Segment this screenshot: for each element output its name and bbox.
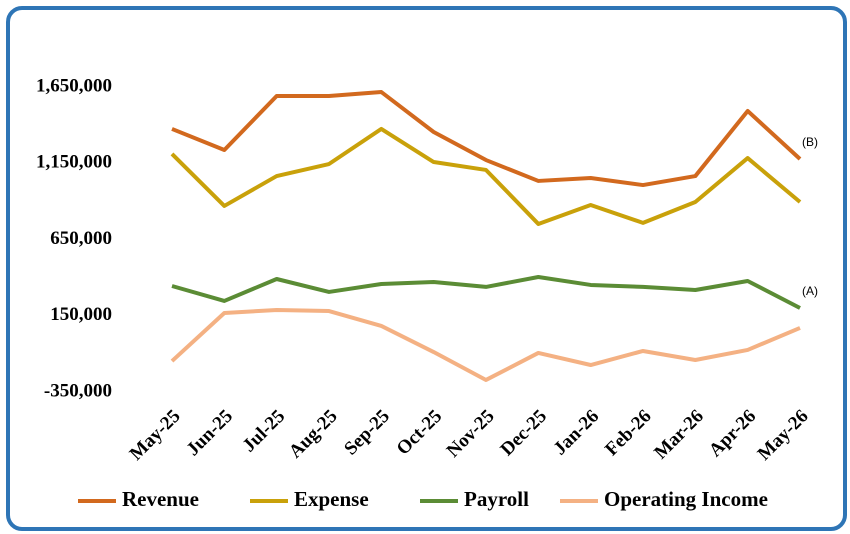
frame: [6, 6, 847, 531]
series-line: [170, 307, 801, 382]
series-line: [170, 126, 802, 226]
annotation: (B): [802, 135, 818, 149]
y-tick-label: -350,000: [44, 380, 112, 401]
y-tick-label: 1,150,000: [36, 152, 112, 173]
y-tick-label: 1,650,000: [36, 75, 112, 96]
y-tick-label: 650,000: [50, 228, 112, 249]
series-line: [171, 275, 801, 310]
annotation: (A): [802, 284, 818, 298]
legend-label: Payroll: [464, 487, 529, 511]
legend-label: Operating Income: [604, 487, 768, 511]
legend-label: Revenue: [122, 487, 199, 511]
series-line: [171, 90, 802, 188]
legend-label: Expense: [294, 487, 369, 511]
y-tick-label: 150,000: [50, 304, 112, 325]
